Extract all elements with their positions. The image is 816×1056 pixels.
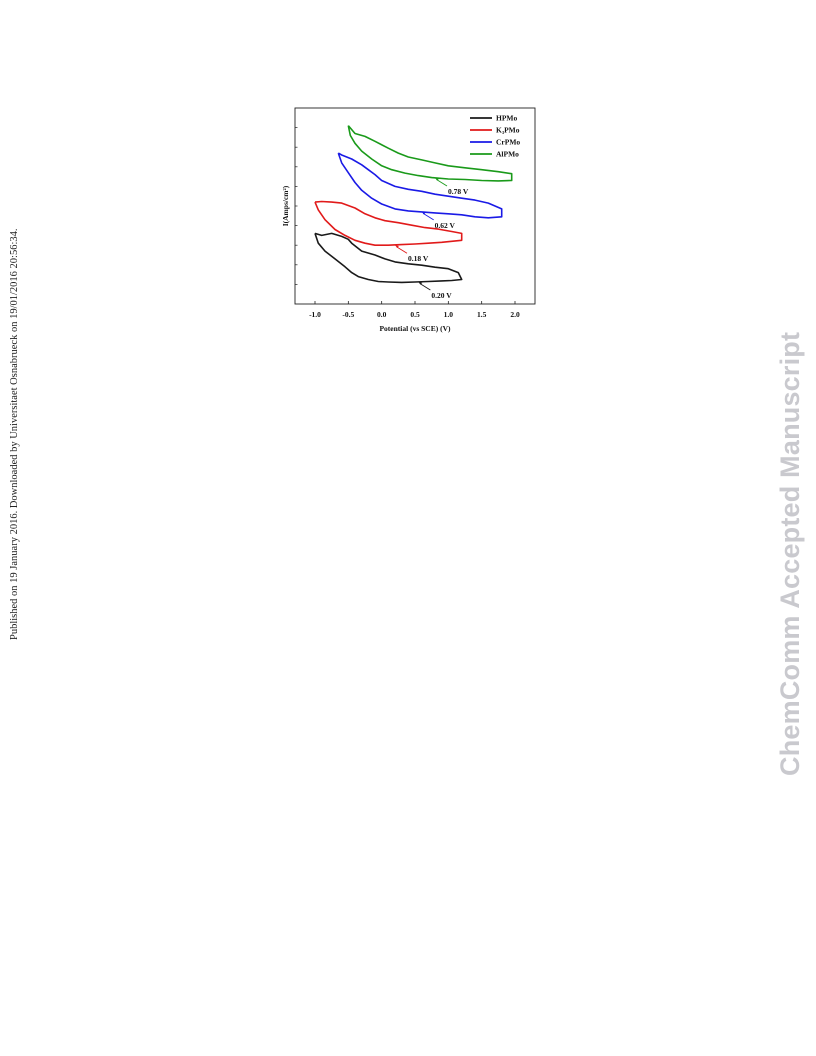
annotation-layer: 0.20 V 0.18 V 0.62 V 0.78 V (395, 177, 469, 300)
annotation-label: 0.78 V (448, 187, 469, 196)
annotation-arrowhead (395, 245, 399, 248)
annotation-arrowhead (421, 211, 426, 215)
annotation-arrow (422, 212, 434, 221)
series-curve (314, 200, 463, 246)
annotation-arrow (436, 179, 448, 187)
annotation-arrowhead (435, 177, 439, 181)
series-layer (314, 125, 513, 284)
publication-note: Published on 19 January 2016. Downloaded… (9, 228, 20, 640)
series-curve (337, 152, 503, 219)
y-axis-title: I(Amps/cm²) (281, 185, 290, 226)
x-tick-label: 0.5 (410, 310, 420, 319)
x-axis-title: Potential (vs SCE) (V) (379, 324, 451, 333)
x-tick-label: 2.0 (510, 310, 520, 319)
annotation-label: 0.18 V (408, 254, 429, 263)
series-curve (314, 232, 463, 284)
series-curve (347, 125, 513, 182)
legend-label: K₃PMo (496, 126, 520, 135)
cv-chart: -1.0 -0.5 0.0 0.5 1.0 1.5 2.0 Potential (vs SCE… (281, 107, 536, 333)
legend-label: CrPMo (496, 138, 520, 147)
x-tick-label: 1.5 (477, 310, 487, 319)
legend-label: AlPMo (496, 150, 519, 159)
legend: HPMo K₃PMo CrPMo AlPMo (470, 114, 520, 159)
annotation-label: 0.62 V (435, 221, 456, 230)
annotation-arrowhead (418, 282, 423, 285)
annotation-label: 0.20 V (431, 291, 452, 300)
legend-label: HPMo (496, 114, 517, 123)
x-tick-label: -1.0 (309, 310, 321, 319)
watermark-label: ChemComm Accepted Manuscript (775, 331, 805, 776)
cyclic-voltammogram-figure: -1.0 -0.5 0.0 0.5 1.0 1.5 2.0 Potential (vs SCE… (278, 104, 540, 338)
x-tick-label: -0.5 (342, 310, 354, 319)
axes-layer: -1.0 -0.5 0.0 0.5 1.0 1.5 2.0 Potential (vs SCE… (281, 107, 536, 333)
x-tick-label: 1.0 (444, 310, 454, 319)
x-tick-label: 0.0 (377, 310, 387, 319)
annotation-arrow (396, 246, 408, 254)
annotation-arrow (419, 283, 431, 291)
